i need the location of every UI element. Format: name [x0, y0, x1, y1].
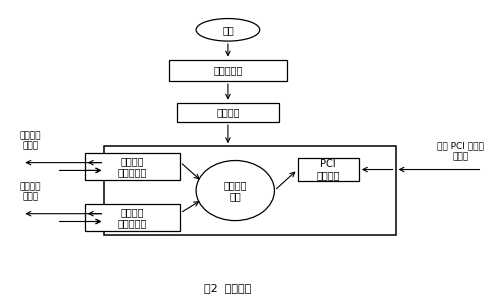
FancyBboxPatch shape	[169, 60, 287, 81]
FancyBboxPatch shape	[85, 153, 180, 180]
FancyBboxPatch shape	[104, 146, 396, 235]
Ellipse shape	[196, 19, 260, 41]
Text: 系统自检: 系统自检	[216, 107, 240, 118]
FancyBboxPatch shape	[177, 103, 279, 122]
Ellipse shape	[196, 161, 274, 221]
Text: PCI
中断处理: PCI 中断处理	[316, 159, 340, 180]
Text: 程序功能
模块: 程序功能 模块	[224, 180, 247, 201]
Text: 开始: 开始	[222, 25, 234, 35]
Text: 来自 PCI 采集卡
的中断: 来自 PCI 采集卡 的中断	[437, 142, 484, 161]
FancyBboxPatch shape	[85, 204, 180, 231]
Text: 图2  软件结构: 图2 软件结构	[204, 283, 251, 293]
Text: 串口命令
及回应: 串口命令 及回应	[19, 131, 41, 151]
FancyBboxPatch shape	[297, 158, 359, 181]
Text: 网络命令
及回应: 网络命令 及回应	[19, 182, 41, 202]
Text: 系统初始化: 系统初始化	[213, 65, 243, 75]
Text: 串口命令
解析及处理: 串口命令 解析及处理	[118, 156, 147, 177]
Text: 网络命令
解析及处理: 网络命令 解析及处理	[118, 207, 147, 228]
